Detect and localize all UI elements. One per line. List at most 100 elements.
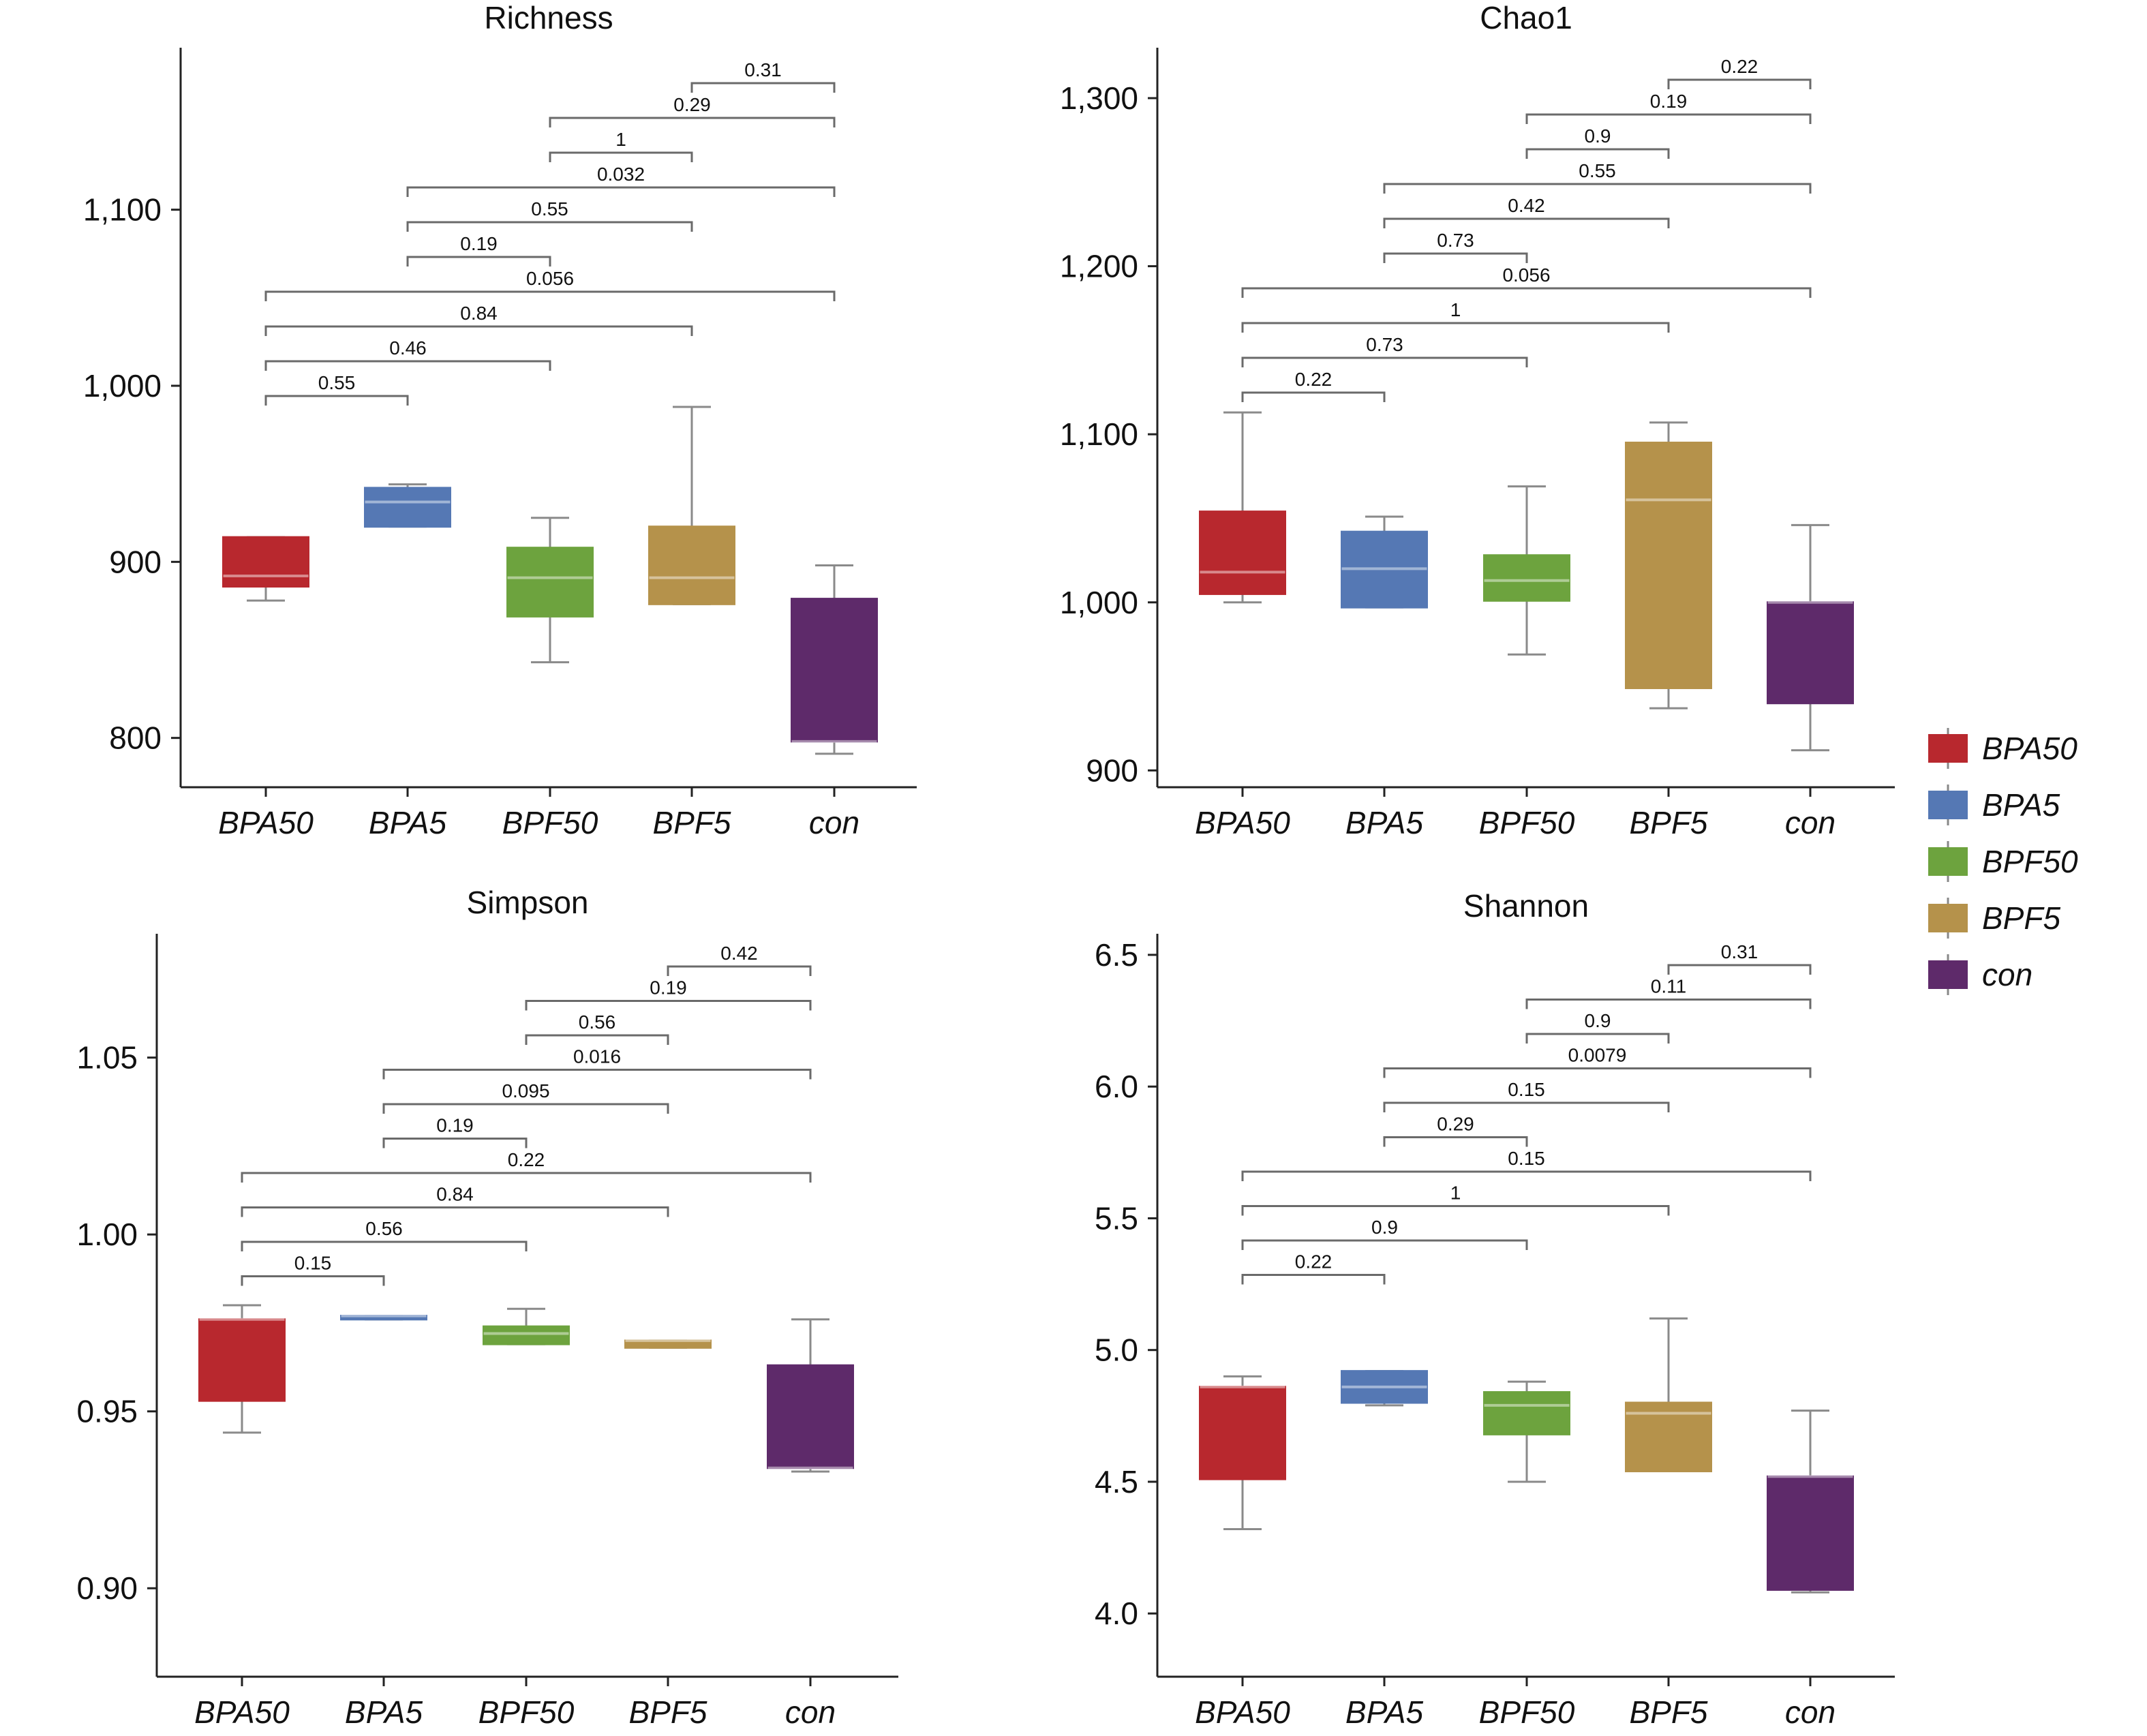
x-tick-label: BPA5 <box>369 805 447 840</box>
p-value-label: 0.9 <box>1585 125 1611 147</box>
significance-bracket <box>1241 1239 1528 1250</box>
significance-bracket <box>1241 391 1386 402</box>
p-value-label: 0.15 <box>1508 1148 1545 1169</box>
legend-item-bpa5: BPA5 <box>1928 785 2060 825</box>
y-tick-label: 1,300 <box>1060 80 1138 116</box>
p-value-label: 0.46 <box>389 337 427 359</box>
comparison-bpa5-con: 0.55 <box>1383 160 1812 194</box>
p-value-label: 0.42 <box>720 943 758 964</box>
comparison-bpa50-con: 0.056 <box>1241 264 1812 298</box>
box-con <box>1767 1410 1854 1594</box>
p-value-label: 0.56 <box>579 1011 616 1033</box>
comparison-bpf5-con: 0.31 <box>1667 941 1812 975</box>
legend-swatch <box>1928 847 1968 876</box>
y-tick-label: 1,000 <box>1060 585 1138 620</box>
x-tick-label: BPF5 <box>628 1694 707 1730</box>
box-bpa5 <box>364 483 451 528</box>
significance-bracket <box>525 1000 812 1011</box>
comparison-bpa50-bpf5: 1 <box>1241 299 1670 333</box>
panel-title: Chao1 <box>1480 0 1572 35</box>
significance-bracket <box>1525 1033 1670 1044</box>
y-tick-label: 1.05 <box>76 1040 138 1076</box>
p-value-label: 0.15 <box>1508 1079 1545 1100</box>
comparison-bpf5-con: 0.22 <box>1667 56 1812 89</box>
legend-swatch <box>1928 734 1968 763</box>
legend-swatch <box>1928 904 1968 932</box>
p-value-label: 0.016 <box>573 1046 621 1067</box>
significance-bracket <box>1241 287 1812 298</box>
comparison-bpa50-bpf50: 0.9 <box>1241 1217 1528 1250</box>
box-bpa5 <box>1341 515 1428 609</box>
box-iqr <box>222 536 309 588</box>
comparison-bpa5-bpf50: 0.19 <box>406 233 551 267</box>
y-tick-label: 1,000 <box>83 368 162 403</box>
panel-richness: Richness 800 900 1,000 1,100 BPA50 BPA5 BPF50 BP… <box>83 0 917 840</box>
p-value-label: 0.31 <box>744 59 782 80</box>
comparison-bpa50-con: 0.15 <box>1241 1148 1812 1181</box>
y-tick-label: 1,200 <box>1060 249 1138 284</box>
x-tick-label: con <box>809 805 859 840</box>
p-value-label: 0.9 <box>1371 1217 1398 1238</box>
significance-bracket <box>1241 356 1528 367</box>
box-iqr <box>1341 1370 1428 1404</box>
y-tick-label: 0.95 <box>76 1394 138 1429</box>
significance-bracket <box>1525 113 1812 124</box>
p-value-label: 0.31 <box>1721 941 1758 962</box>
y-tick-label: 800 <box>109 720 162 756</box>
box-iqr <box>1625 441 1712 690</box>
p-value-label: 0.84 <box>460 303 498 324</box>
comparison-bpa50-con: 0.22 <box>241 1149 812 1183</box>
comparison-bpa5-con: 0.032 <box>406 164 836 197</box>
y-tick-label: 1,100 <box>1060 416 1138 452</box>
p-value-label: 0.0079 <box>1568 1045 1627 1066</box>
p-value-label: 0.095 <box>502 1080 549 1101</box>
x-tick-label: BPF50 <box>1479 1694 1575 1730</box>
legend-label: BPA5 <box>1982 787 2060 823</box>
legend-item-con: con <box>1928 954 2032 995</box>
box-iqr <box>1199 1386 1286 1480</box>
p-value-label: 0.55 <box>1579 160 1616 181</box>
y-tick-label: 4.0 <box>1095 1596 1138 1631</box>
x-tick-label: con <box>1785 1694 1836 1730</box>
significance-bracket <box>1383 217 1670 228</box>
comparison-bpf50-con: 0.29 <box>549 94 836 127</box>
legend-item-bpf50: BPF50 <box>1928 841 2078 882</box>
panel-title: Shannon <box>1463 888 1589 924</box>
box-bpf5 <box>1625 421 1712 710</box>
significance-bracket <box>1383 252 1528 263</box>
p-value-label: 0.55 <box>531 198 568 219</box>
box-iqr <box>198 1318 286 1402</box>
p-value-label: 0.032 <box>597 164 645 185</box>
box-iqr <box>364 487 451 528</box>
y-tick-label: 0.90 <box>76 1570 138 1606</box>
box-bpf50 <box>1483 1380 1570 1483</box>
x-tick-label: BPA50 <box>218 805 314 840</box>
comparison-bpa50-bpa5: 0.55 <box>264 372 409 406</box>
box-iqr <box>624 1339 712 1349</box>
comparison-bpf5-con: 0.42 <box>667 943 812 976</box>
legend: BPA50 BPA5 BPF50 BPF5 con <box>1928 728 2078 995</box>
x-tick-label: BPF50 <box>1479 805 1575 840</box>
p-value-label: 0.55 <box>318 372 356 393</box>
p-value-label: 0.19 <box>1650 91 1688 112</box>
x-tick-label: BPA5 <box>1345 1694 1424 1730</box>
box-bpf50 <box>483 1307 570 1345</box>
p-value-label: 0.42 <box>1508 195 1545 216</box>
significance-bracket <box>690 82 836 93</box>
y-tick-label: 5.0 <box>1095 1333 1138 1368</box>
box-con <box>791 564 878 755</box>
comparison-bpa50-bpf50: 0.46 <box>264 337 551 371</box>
box-bpf5 <box>648 406 735 605</box>
p-value-label: 0.73 <box>1437 230 1474 251</box>
p-value-label: 0.19 <box>460 233 498 254</box>
legend-swatch <box>1928 960 1968 989</box>
significance-bracket <box>382 1069 812 1080</box>
comparison-bpa50-bpa5: 0.22 <box>1241 1251 1386 1285</box>
comparison-bpa5-bpf50: 0.29 <box>1383 1114 1528 1147</box>
comparison-bpf50-con: 0.11 <box>1525 976 1812 1009</box>
x-tick-label: BPA50 <box>194 1694 290 1730</box>
comparison-bpa50-bpf50: 0.56 <box>241 1218 528 1251</box>
box-bpa5 <box>1341 1370 1428 1407</box>
box-iqr <box>506 547 594 618</box>
